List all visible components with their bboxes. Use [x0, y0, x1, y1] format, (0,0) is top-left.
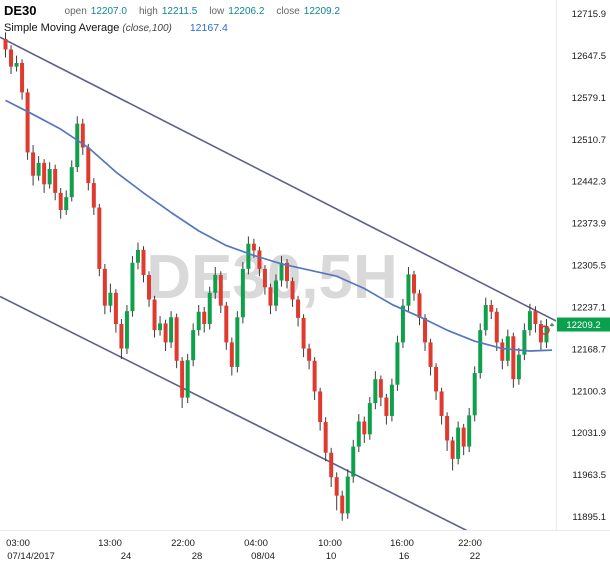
svg-text:12031.9: 12031.9	[572, 428, 606, 439]
svg-text:12168.7: 12168.7	[572, 344, 606, 355]
ohlc-header: DE30 open 12207.0 high 12211.5 low 12206.2 clos…	[4, 3, 352, 18]
svg-text:24: 24	[121, 551, 132, 562]
svg-text:10: 10	[326, 551, 337, 562]
svg-text:16: 16	[399, 551, 410, 562]
last-price-badge	[557, 317, 610, 332]
last-price-badge-value: 12209.2	[566, 320, 600, 331]
svg-text:12442.3: 12442.3	[572, 177, 606, 188]
open-value: 12207.0	[90, 6, 127, 17]
open-label: open	[64, 6, 87, 17]
channel-lower-line	[0, 295, 468, 530]
svg-text:03:00: 03:00	[6, 538, 30, 549]
price-marker-circle[interactable]	[540, 325, 550, 335]
symbol-label: DE30	[4, 3, 37, 18]
sma-line[interactable]	[5, 99, 553, 352]
svg-text:12373.9: 12373.9	[572, 219, 606, 230]
svg-text:12100.3: 12100.3	[572, 386, 606, 397]
svg-text:10:00: 10:00	[318, 538, 342, 549]
svg-text:13:00: 13:00	[98, 538, 122, 549]
svg-text:11895.1: 11895.1	[572, 512, 606, 523]
candles	[3, 32, 554, 521]
svg-text:07/14/2017: 07/14/2017	[7, 551, 55, 562]
svg-text:28: 28	[192, 551, 203, 562]
close-label: close	[276, 6, 300, 17]
svg-text:04:00: 04:00	[244, 538, 268, 549]
indicator-params: (close,100)	[122, 23, 172, 34]
svg-text:08/04: 08/04	[251, 551, 275, 562]
svg-text:11963.5: 11963.5	[572, 470, 606, 481]
high-label: high	[138, 6, 158, 17]
price-axis[interactable]: 12715.9 12647.5 12579.1 12510.7 12442.3 12373…	[572, 9, 606, 523]
svg-text:22:00: 22:00	[458, 538, 482, 549]
svg-text:16:00: 16:00	[390, 538, 414, 549]
svg-text:12579.1: 12579.1	[572, 93, 606, 104]
low-label: low	[209, 6, 225, 17]
channel-upper-line	[0, 36, 556, 322]
svg-text:12510.7: 12510.7	[572, 135, 606, 146]
indicator-header: Simple Moving Average (close,100) 12167.4	[4, 22, 228, 34]
svg-text:12715.9: 12715.9	[572, 9, 606, 20]
time-axis[interactable]: 03:00 07/14/2017 13:00 24 22:00 28 04:00 08/04 1…	[6, 538, 482, 562]
svg-text:22:00: 22:00	[171, 538, 195, 549]
svg-text:12647.5: 12647.5	[572, 51, 606, 62]
close-value: 12209.2	[303, 6, 340, 17]
svg-text:12305.5: 12305.5	[572, 261, 606, 272]
svg-text:22: 22	[470, 551, 481, 562]
high-value: 12211.5	[161, 6, 198, 17]
indicator-name: Simple Moving Average	[4, 22, 120, 34]
svg-text:12237.1: 12237.1	[572, 302, 606, 313]
low-value: 12206.2	[228, 6, 265, 17]
trend-channel[interactable]	[0, 36, 556, 568]
indicator-value: 12167.4	[189, 22, 228, 34]
